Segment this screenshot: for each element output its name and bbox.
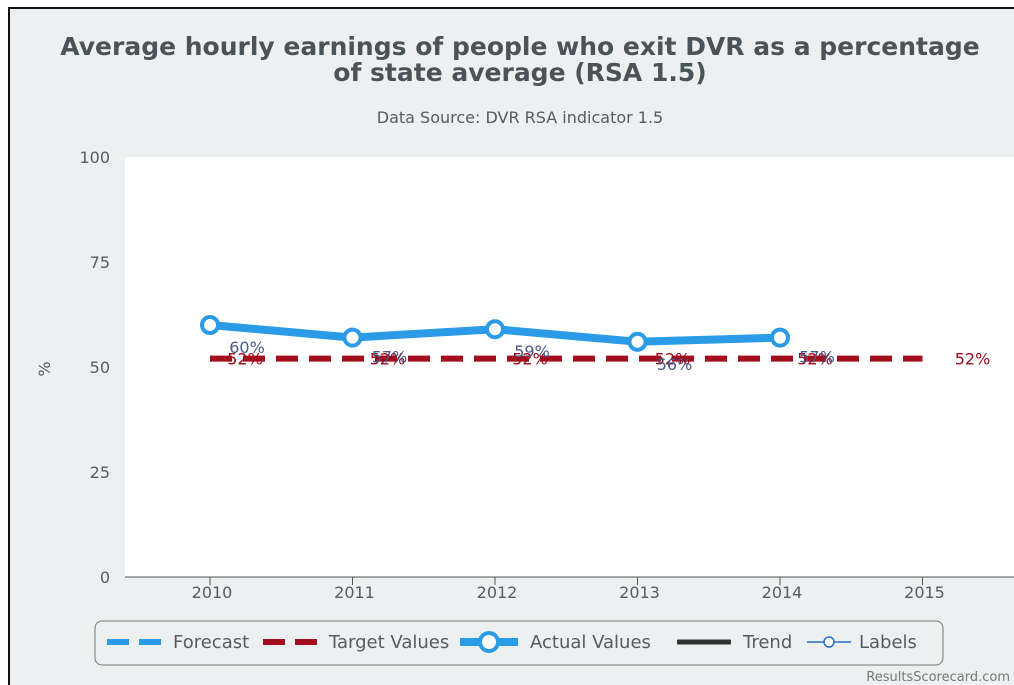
legend-item[interactable]: Actual Values	[460, 631, 651, 653]
legend-marker	[823, 636, 835, 648]
legend-item[interactable]: Labels	[807, 632, 917, 653]
target-data-label: 52%	[227, 350, 263, 369]
target-data-label: 52%	[512, 350, 548, 369]
legend-label: Actual Values	[530, 632, 651, 653]
y-axis-ticks: 0 25 50 75 100	[79, 148, 110, 587]
chart-title-line2: of state average (RSA 1.5)	[333, 58, 706, 87]
target-data-label: 52%	[370, 350, 406, 369]
x-tick-label: 2011	[334, 583, 375, 602]
chart-credit[interactable]: ResultsScorecard.com	[866, 670, 1010, 685]
x-tick-label: 2012	[477, 583, 518, 602]
actual-point[interactable]	[200, 315, 220, 335]
legend-item[interactable]: Forecast	[107, 632, 249, 653]
x-tick-label: 2014	[762, 583, 803, 602]
legend-label: Forecast	[173, 632, 249, 653]
chart-frame: Average hourly earnings of people who ex…	[8, 7, 1014, 685]
y-tick-label: 0	[100, 568, 110, 587]
actual-data-label: 59%	[514, 342, 550, 361]
legend-item[interactable]: Target Values	[263, 632, 449, 653]
y-tick-label: 50	[90, 358, 110, 377]
y-tick-label: 25	[90, 463, 110, 482]
legend-label: Target Values	[328, 632, 449, 653]
actual-data-label: 60%	[229, 338, 265, 357]
x-tick-label: 2015	[904, 583, 945, 602]
legend-box	[94, 620, 944, 666]
data-labels: 52% 52% 52% 52% 52% 52%60%57% 59%56% 57%	[227, 338, 990, 374]
x-tick-label: 2010	[192, 583, 233, 602]
legend-marker	[478, 631, 500, 653]
target-data-label: 52%	[955, 350, 991, 369]
target-data-label: 52%	[797, 350, 833, 369]
actual-data-label: 57%	[372, 348, 408, 367]
plot-area	[125, 157, 1014, 577]
actual-series	[200, 315, 790, 352]
y-tick-label: 75	[90, 253, 110, 272]
legend-label: Labels	[859, 632, 917, 653]
actual-data-label: 57%	[799, 348, 835, 367]
y-axis-label: %	[35, 361, 54, 376]
x-tick-label: 2013	[619, 583, 660, 602]
target-data-label: 52%	[655, 350, 691, 369]
actual-point[interactable]	[485, 319, 505, 340]
actual-point[interactable]	[627, 331, 648, 352]
actual-data-label: 56%	[657, 355, 693, 374]
y-tick-label: 100	[79, 148, 110, 167]
actual-point[interactable]	[342, 327, 363, 348]
chart-title-line1: Average hourly earnings of people who ex…	[60, 32, 979, 61]
chart-svg: Average hourly earnings of people who ex…	[35, 32, 1014, 685]
x-axis-ticks: 2010 2011 2012 2013 2014 2015	[125, 576, 1014, 602]
legend-label: Trend	[742, 632, 792, 653]
chart-subtitle: Data Source: DVR RSA indicator 1.5	[377, 108, 663, 127]
actual-point[interactable]	[770, 327, 790, 348]
legend-item[interactable]: Trend	[677, 632, 792, 653]
legend[interactable]: Forecast Target Values Actual Values Trend L…	[94, 620, 944, 666]
